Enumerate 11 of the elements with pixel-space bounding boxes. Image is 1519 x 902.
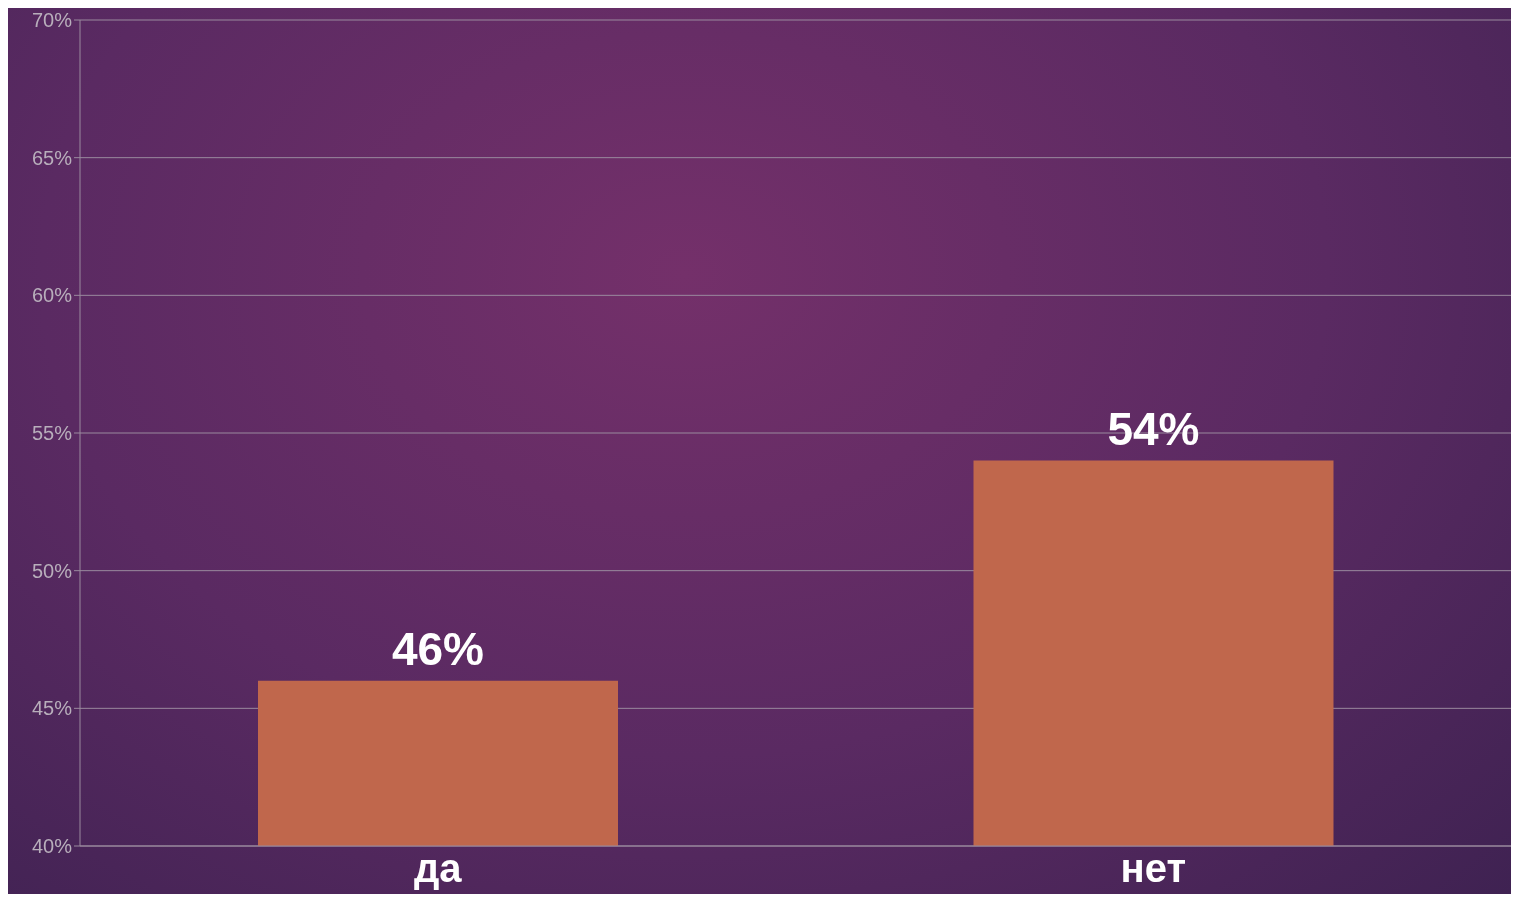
x-tick-label: нет <box>1120 846 1186 891</box>
y-tick-label: 50% <box>31 559 73 582</box>
data-label: 46% <box>391 622 485 675</box>
y-tick-label: 55% <box>31 422 73 445</box>
y-tick-label: 60% <box>31 284 73 307</box>
y-tick-label: 65% <box>31 146 73 169</box>
data-label: 54% <box>1107 402 1200 455</box>
x-tick-label: да <box>413 846 463 891</box>
y-tick-label: 45% <box>31 697 73 720</box>
y-tick-label: 40% <box>31 835 73 858</box>
y-tick-label: 70% <box>31 9 73 32</box>
